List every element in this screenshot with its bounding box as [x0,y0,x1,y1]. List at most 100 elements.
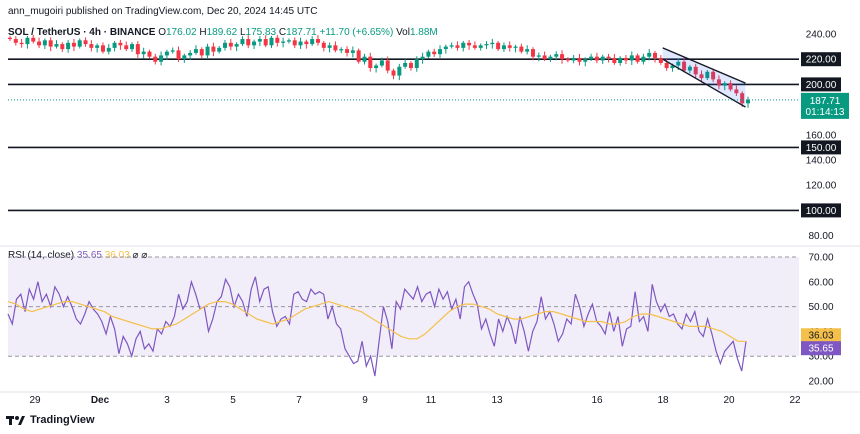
candle-body [740,93,745,104]
candle-body [618,57,623,63]
price-tick: 120.00 [806,181,837,192]
candle-body [31,37,36,42]
candle-body [548,56,553,60]
candle-body [77,40,82,47]
current-price-badge [801,92,849,119]
candle-body [653,52,658,58]
high-label: H [199,27,207,38]
candle-body [693,66,698,75]
rsi-value-badge [801,341,841,356]
open-label: O [158,27,166,38]
candle-body [321,42,326,48]
candle-body [153,56,158,62]
candle-body [484,44,489,46]
candle-body [536,55,541,57]
rsi-tick: 70.00 [808,253,833,264]
time-tick: 16 [591,395,603,406]
level-label-bg [801,203,841,218]
countdown-label: 01:14:13 [806,107,845,118]
candle-body [292,40,297,46]
candle-body [298,41,303,46]
candle-body [594,56,599,61]
channel-lower-line [662,58,746,108]
candle-body [438,49,443,55]
candle-body [182,55,187,60]
tradingview-logo[interactable]: TradingView [6,414,95,426]
candle-body [461,42,466,48]
price-legend: SOL / TetherUS · 4h · BINANCE O176.02 H1… [8,27,438,38]
candle-body [240,39,245,45]
level-label: 200.00 [806,80,837,91]
candle-body [385,60,390,71]
candle-body [647,52,652,57]
candle-body [19,42,24,45]
candle-body [554,54,559,57]
candle-body [275,37,280,43]
candle-body [629,55,634,61]
level-label-bg [801,140,841,155]
candle-body [664,62,669,69]
candle-body [350,50,355,53]
rsi-legend: RSI (14, close) 35.65 36.03 ⌀ ⌀ [8,250,147,261]
price-tick: 160.00 [806,130,837,141]
candle-body [199,49,204,56]
candle-body [269,37,274,46]
time-tick: 20 [723,395,735,406]
rsi-line [7,276,747,377]
candle-body [141,51,146,55]
time-tick: 11 [426,395,437,406]
candle-body [217,47,222,52]
candle-body [612,57,617,63]
candle-body [449,45,454,47]
tradingview-logo-icon [6,416,25,425]
candle-body [8,37,12,40]
candle-body [124,45,129,50]
candle-body [223,42,228,48]
candle-body [246,39,251,46]
level-label-bg [801,77,841,92]
candle-body [159,55,164,62]
candle-body [734,89,739,94]
time-tick: 22 [789,395,801,406]
vol-value: 1.88M [409,27,438,38]
candle-body [687,66,692,71]
rsi-legend-value: 35.65 [76,250,102,261]
visibility-icons[interactable]: ⌀ ⌀ [132,250,148,261]
candle-body [106,47,111,52]
publisher-header: ann_mugoiri published on TradingView.com… [8,6,318,17]
level-label: 100.00 [806,206,837,217]
rsi-label[interactable]: RSI (14, close) [8,250,75,261]
rsi-tick: 30.00 [808,352,833,363]
candle-body [472,45,477,48]
candle-body [496,42,501,50]
candle-body [530,49,535,57]
candle-body [263,39,268,46]
candle-body [623,57,628,61]
rsi-ma-line [7,300,746,342]
brand-name: TradingView [30,414,95,426]
low-value: 175.83 [245,27,277,38]
time-tick: 13 [491,395,503,406]
close-label: C [278,27,287,38]
close-value: 187.71 [286,27,317,38]
candle-body [589,56,594,60]
symbol-label[interactable]: SOL / TetherUS · 4h · BINANCE [8,27,156,38]
candle-body [66,42,71,50]
candle-body [716,79,721,86]
time-tick: 29 [29,395,41,406]
candle-body [426,51,431,57]
candle-body [658,57,663,63]
candle-body [368,56,373,69]
rsi-ma-legend-value: 36.03 [104,250,130,261]
candle-body [13,39,18,43]
time-tick: 18 [657,395,669,406]
rsi-tick: 20.00 [808,377,833,388]
candle-body [257,39,262,42]
candle-body [333,45,338,51]
candle-body [374,65,379,69]
candle-body [519,46,524,52]
candle-body [513,46,518,48]
candle-body [420,56,425,60]
